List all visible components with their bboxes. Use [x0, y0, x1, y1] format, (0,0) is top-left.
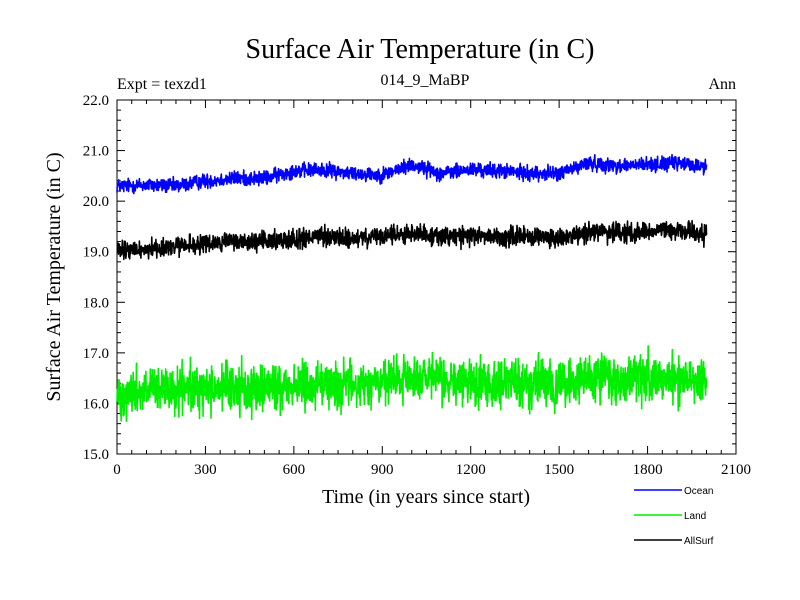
- x-tick-label: 900: [371, 462, 394, 478]
- legend-label-land: Land: [684, 511, 706, 522]
- series-line-ocean: [116, 153, 708, 195]
- x-tick-label: 2100: [721, 462, 751, 478]
- plot-frame: [116, 99, 737, 455]
- x-tick-label: 300: [194, 462, 217, 478]
- experiment-label: Expt = texzd1: [117, 76, 207, 93]
- x-tick-label: 0: [113, 462, 121, 478]
- x-tick-label: 1500: [544, 462, 574, 478]
- chart-title: Surface Air Temperature (in C): [246, 34, 595, 65]
- axis-ticks: [116, 99, 737, 455]
- legend-label-allsurf: AllSurf: [684, 536, 714, 547]
- x-tick-label: 1800: [633, 462, 663, 478]
- y-tick-label: 20.0: [83, 194, 109, 210]
- x-tick-label: 1200: [456, 462, 486, 478]
- y-tick-label: 17.0: [83, 346, 109, 362]
- y-axis-label: Surface Air Temperature (in C): [43, 152, 65, 401]
- x-axis-label: Time (in years since start): [322, 486, 530, 508]
- series-line-allsurf: [116, 219, 708, 261]
- y-tick-label: 19.0: [83, 245, 109, 261]
- y-tick-label: 18.0: [83, 295, 109, 311]
- y-tick-label: 16.0: [83, 396, 109, 412]
- x-tick-label: 600: [283, 462, 306, 478]
- y-tick-label: 15.0: [83, 447, 109, 463]
- season-label: Ann: [708, 76, 736, 93]
- y-tick-label: 22.0: [83, 93, 109, 109]
- legend-label-ocean: Ocean: [684, 486, 713, 497]
- y-tick-labels: 15.0 16.0 17.0 18.0 19.0 20.0 21.0 22.0: [83, 93, 109, 463]
- y-tick-label: 21.0: [83, 144, 109, 160]
- series-line-land: [116, 345, 708, 422]
- period-label: 014_9_MaBP: [381, 72, 470, 89]
- series-lines: [116, 153, 708, 422]
- x-tick-labels: 0 300 600 900 1200 1500 1800 2100: [113, 462, 751, 478]
- legend: Ocean Land AllSurf: [634, 486, 714, 547]
